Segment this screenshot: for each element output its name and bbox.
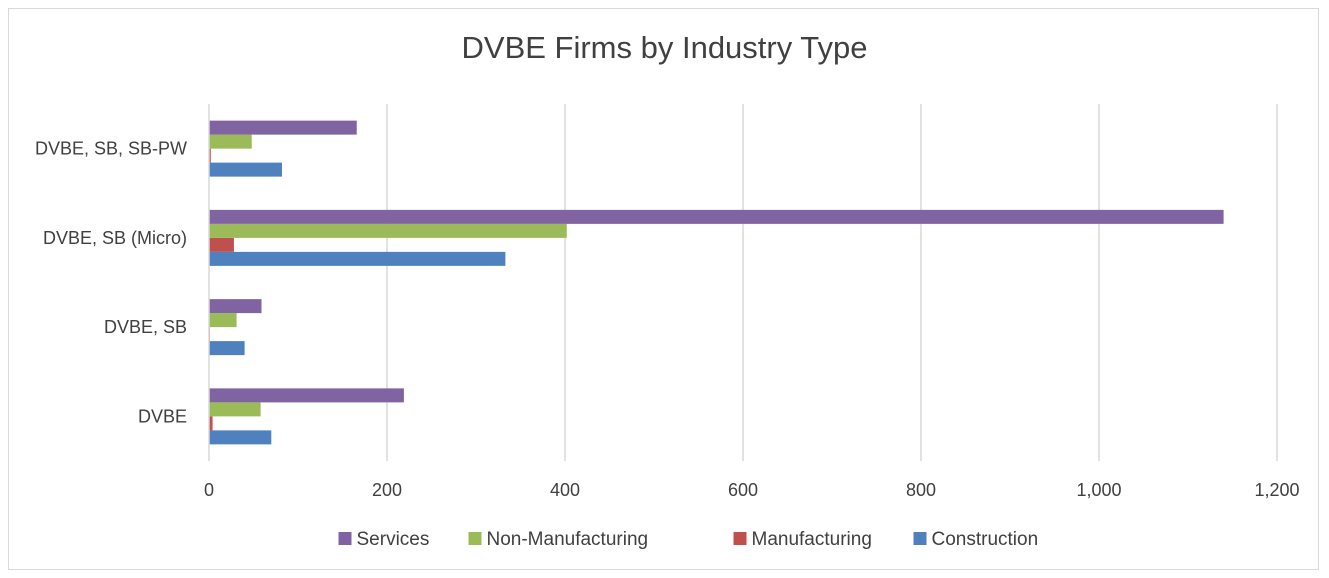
x-tick-label-2: 400	[550, 480, 580, 500]
bar-construction-1	[209, 341, 245, 356]
bar-construction-2	[209, 251, 506, 266]
legend-label-services: Services	[357, 529, 430, 550]
legend-swatch-services	[338, 532, 352, 545]
legend-label-non-manufacturing: Non-Manufacturing	[487, 529, 649, 550]
legend-label-construction: Construction	[932, 529, 1039, 550]
bars	[209, 120, 1224, 445]
x-tick-label-4: 800	[906, 480, 936, 500]
legend-swatch-construction	[913, 532, 927, 545]
bar-non-manufacturing-2	[209, 223, 567, 238]
x-tick-label-6: 1,200	[1254, 480, 1299, 500]
legend-swatch-manufacturing	[733, 532, 747, 545]
chart-frame	[8, 8, 1319, 570]
legend-swatch-non-manufacturing	[468, 532, 482, 545]
bar-non-manufacturing-3	[209, 134, 252, 149]
value-axis-ticks: 0 200 400 600 800 1,000 1,200	[204, 480, 1300, 500]
bar-non-manufacturing-0	[209, 402, 261, 417]
category-label-1: DVBE, SB	[104, 317, 187, 337]
bar-manufacturing-3	[209, 148, 211, 163]
bar-construction-3	[209, 162, 282, 177]
legend-label-manufacturing: Manufacturing	[752, 529, 872, 550]
chart-title: DVBE Firms by Industry Type	[461, 30, 868, 65]
gridlines	[386, 104, 1278, 461]
category-label-0: DVBE	[138, 406, 187, 426]
x-tick-label-0: 0	[204, 480, 214, 500]
x-tick-label-5: 1,000	[1076, 480, 1121, 500]
bar-manufacturing-0	[209, 416, 213, 431]
bar-construction-0	[209, 430, 272, 445]
category-label-3: DVBE, SB, SB-PW	[35, 139, 187, 159]
bar-services-2	[209, 209, 1224, 224]
bar-services-0	[209, 388, 404, 403]
category-labels: DVBE DVBE, SB DVBE, SB (Micro) DVBE, SB, SB…	[35, 139, 187, 427]
legend: Services Non-Manufacturing Manufacturing Co…	[338, 529, 1039, 550]
bar-services-3	[209, 120, 357, 135]
bar-services-1	[209, 299, 262, 314]
bar-non-manufacturing-1	[209, 313, 237, 328]
x-tick-label-3: 600	[728, 480, 758, 500]
category-label-2: DVBE, SB (Micro)	[43, 228, 187, 248]
bar-manufacturing-2	[209, 237, 234, 252]
x-tick-label-1: 200	[372, 480, 402, 500]
